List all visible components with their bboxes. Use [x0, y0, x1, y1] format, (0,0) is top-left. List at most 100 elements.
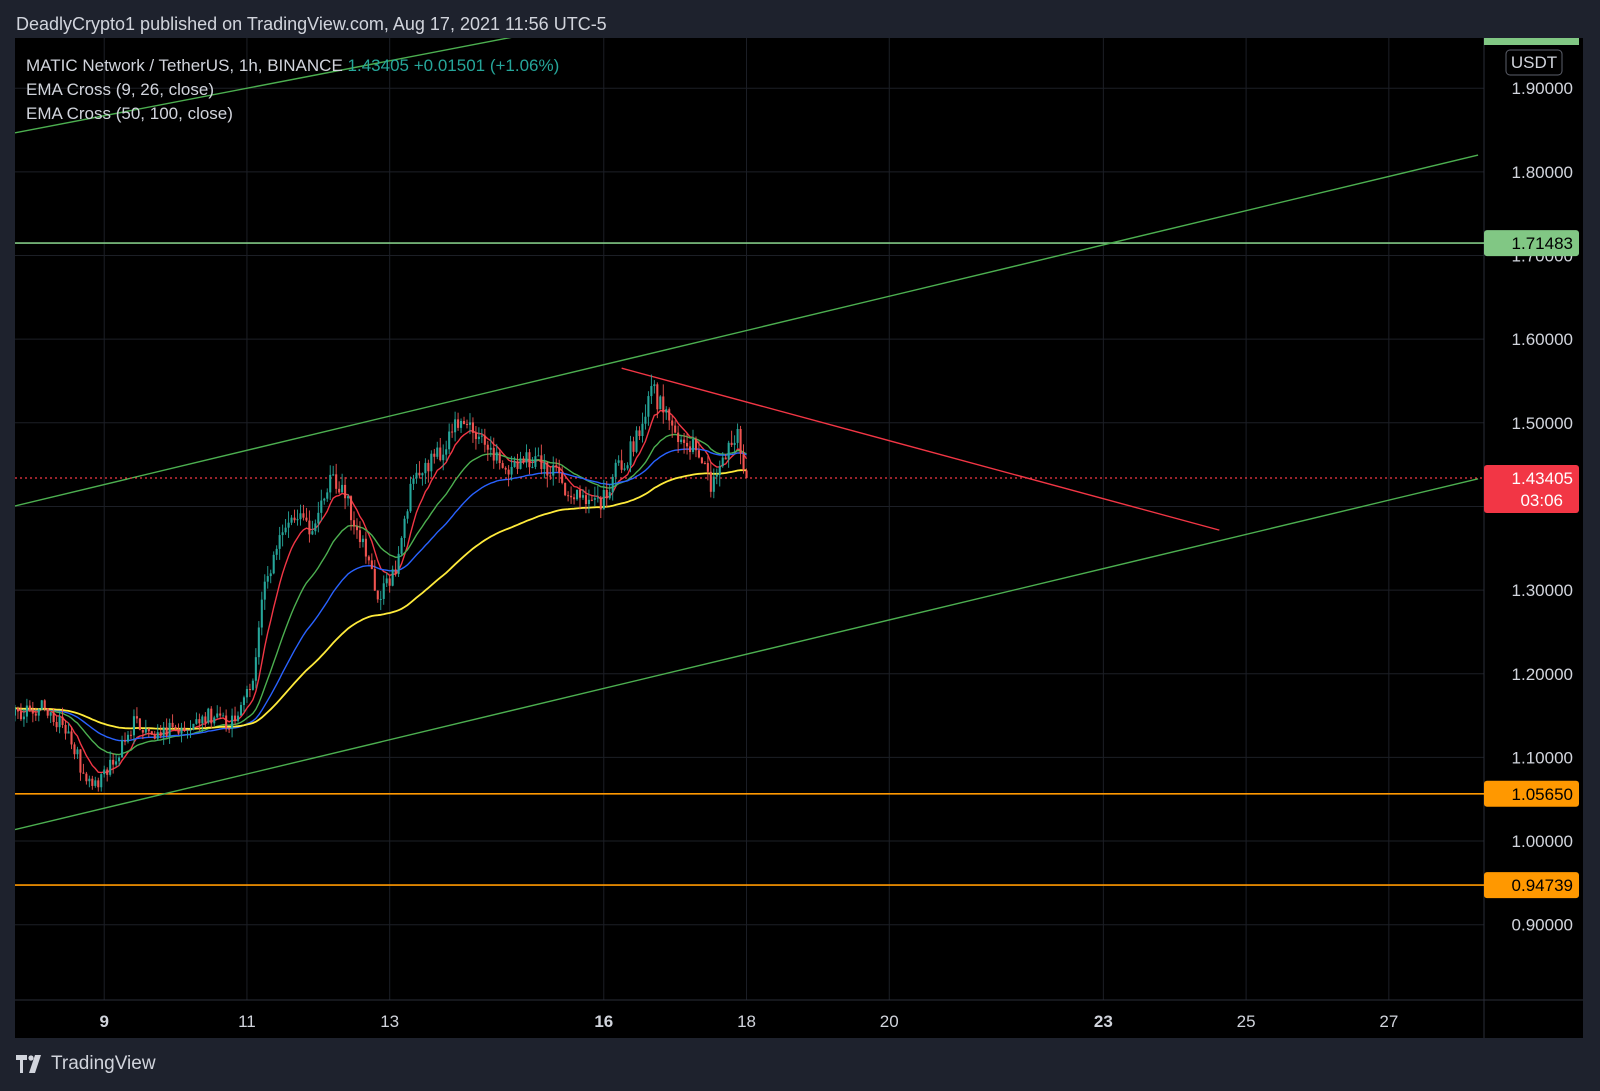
- candle-body: [632, 441, 635, 452]
- candle-body: [201, 716, 204, 724]
- candle-body: [599, 497, 602, 510]
- candle-body: [465, 424, 469, 426]
- chart-frame[interactable]: [15, 38, 1583, 1038]
- candle-body: [578, 489, 582, 498]
- candle-body: [730, 442, 733, 445]
- candle-body: [94, 780, 97, 786]
- candle-body: [189, 729, 192, 731]
- price-tick-label: 1.50000: [1512, 414, 1573, 433]
- price-label-box: [1484, 872, 1579, 899]
- candle-body: [216, 713, 219, 718]
- candle-body: [147, 728, 150, 732]
- tradingview-logo[interactable]: TradingView: [16, 1053, 156, 1075]
- candle-body: [525, 452, 528, 463]
- candle-body: [656, 384, 659, 410]
- candle-body: [489, 447, 492, 450]
- candle-body: [626, 465, 629, 469]
- candle-body: [623, 468, 626, 470]
- candle-body: [742, 453, 745, 471]
- top-bar: DeadlyCrypto1 published on TradingView.c…: [0, 0, 1600, 38]
- price-label-1.71483: 1.71483: [1512, 234, 1573, 253]
- legend-symbol[interactable]: MATIC Network / TetherUS, 1h, BINANCE: [26, 56, 343, 75]
- candle-body: [709, 471, 712, 492]
- candle-body: [109, 759, 112, 775]
- candle-body: [165, 727, 168, 736]
- candle-body: [263, 581, 266, 600]
- candle-body: [686, 442, 689, 447]
- candle-body: [112, 759, 115, 765]
- candle-body: [382, 583, 385, 599]
- candle-body: [688, 446, 692, 452]
- candle-body: [516, 461, 519, 469]
- candle-body: [700, 457, 703, 464]
- candle-body: [495, 452, 498, 461]
- candle-body: [573, 497, 576, 500]
- candle-body: [335, 474, 338, 489]
- candle-body: [174, 726, 177, 729]
- legend-symbol-row: MATIC Network / TetherUS, 1h, BINANCE 1.…: [26, 54, 559, 78]
- candle-body: [379, 598, 382, 600]
- candle-body: [733, 442, 736, 445]
- tradingview-brand: TradingView: [51, 1053, 156, 1074]
- candle-body: [567, 495, 570, 497]
- candle-body: [135, 716, 138, 719]
- candle-body: [64, 724, 67, 734]
- candle-body: [317, 512, 320, 524]
- candle-body: [361, 538, 364, 543]
- candle-body: [427, 462, 430, 472]
- candle-body: [418, 472, 421, 476]
- candle-body: [724, 457, 727, 460]
- candle-body: [28, 705, 31, 710]
- candle-body: [385, 578, 388, 584]
- candle-body: [100, 774, 103, 788]
- candle-body: [326, 492, 329, 499]
- candle-body: [168, 722, 171, 736]
- candle-body: [555, 465, 558, 468]
- candle-body: [251, 680, 254, 690]
- candle-body: [486, 444, 489, 450]
- candle-body: [403, 518, 406, 538]
- current-price-label: 1.43405: [1512, 469, 1573, 488]
- candle-body: [611, 476, 614, 493]
- candle-body: [522, 458, 525, 463]
- candle-body: [430, 453, 433, 472]
- candle-body: [58, 716, 61, 728]
- candle-body: [436, 447, 439, 457]
- candle-body: [468, 422, 472, 425]
- candle-body: [103, 769, 106, 775]
- candle-body: [198, 719, 201, 724]
- current-price-badge: [1484, 464, 1579, 513]
- candle-body: [531, 466, 534, 468]
- candle-body: [180, 727, 183, 734]
- candle-body: [85, 773, 88, 782]
- candle-body: [448, 431, 451, 450]
- candle-body: [587, 499, 590, 505]
- candle-body: [614, 462, 617, 477]
- candle-body: [537, 455, 540, 457]
- candle-body: [115, 761, 118, 765]
- candle-body: [156, 732, 159, 739]
- candle-body: [683, 439, 686, 443]
- candle-body: [424, 462, 427, 474]
- price-tick-label: 1.60000: [1512, 330, 1573, 349]
- candle-body: [400, 537, 403, 554]
- candle-body: [397, 553, 400, 575]
- candle-body: [483, 435, 486, 445]
- candle-body: [82, 772, 85, 774]
- legend-ema-slow[interactable]: EMA Cross (50, 100, close): [26, 104, 233, 123]
- candle-body: [91, 778, 94, 786]
- candle-body: [364, 538, 367, 557]
- candle-body: [638, 430, 641, 436]
- candle-body: [677, 432, 680, 443]
- candle-body: [61, 716, 64, 725]
- candle-body: [219, 713, 222, 716]
- candle-body: [534, 456, 537, 467]
- legend-ema-fast[interactable]: EMA Cross (9, 26, close): [26, 80, 215, 99]
- candle-body: [275, 548, 278, 555]
- candle-body: [46, 708, 49, 716]
- candle-body: [183, 727, 186, 731]
- candle-body: [144, 728, 147, 733]
- candle-body: [644, 416, 647, 424]
- candle-body: [477, 436, 480, 440]
